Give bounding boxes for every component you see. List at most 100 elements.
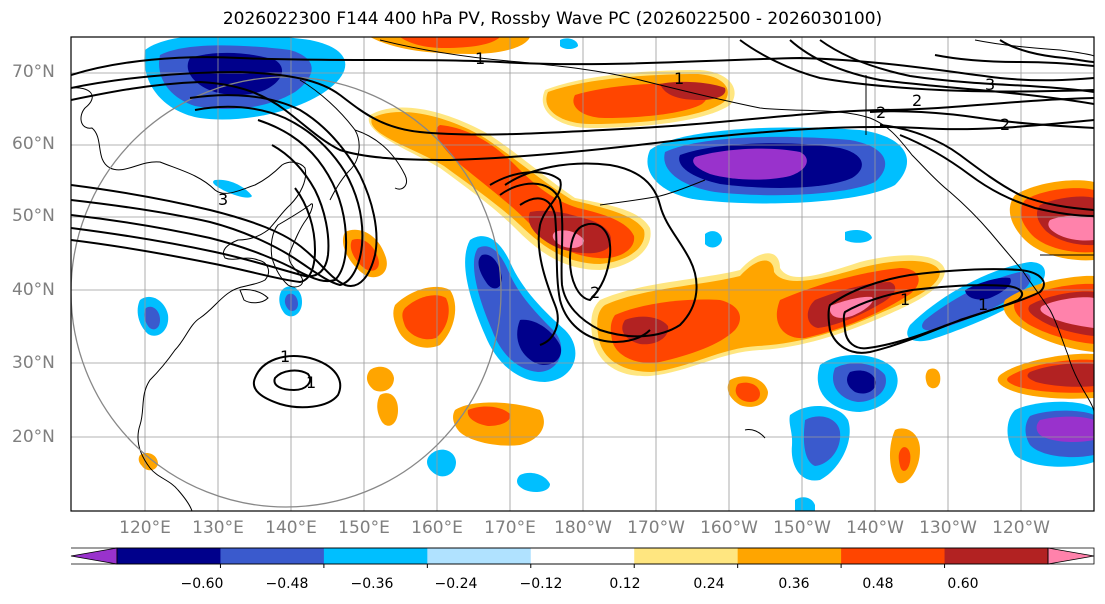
contour-label: 2 <box>590 283 600 302</box>
contour-line <box>899 134 1094 217</box>
colorbar-segment <box>841 548 946 564</box>
lon-label: 160°W <box>700 518 758 538</box>
contour-line <box>869 110 1094 129</box>
contour-label: 2 <box>1000 115 1010 134</box>
contour-label: 3 <box>218 190 228 209</box>
contour-label: 1 <box>306 373 316 392</box>
colorbar <box>70 547 1095 568</box>
contour-line <box>71 119 348 283</box>
contour-label: 1 <box>978 295 988 314</box>
graticule <box>71 37 1094 511</box>
lat-label: 40°N <box>12 280 55 300</box>
contour-label: 1 <box>674 69 684 88</box>
contour-line <box>568 222 612 302</box>
negative-anomaly-subtropical-east <box>789 354 1094 481</box>
pv-contours <box>71 39 1094 409</box>
contour-line <box>934 54 1094 67</box>
contour-line <box>71 70 1094 136</box>
contour-line <box>71 187 317 284</box>
lon-label: 130°E <box>192 518 244 538</box>
contour-line <box>71 105 364 287</box>
lon-label: 130°W <box>919 518 977 538</box>
colorbar-segments <box>70 547 1095 565</box>
coastlines <box>71 39 1094 511</box>
contour-line <box>842 284 1024 350</box>
negative-anomaly-central-pacific <box>465 236 576 382</box>
map-frame <box>70 36 1095 512</box>
colorbar-tick-label: 0.60 <box>947 576 979 592</box>
korea-coastline <box>239 289 269 304</box>
contour-line <box>819 39 1094 93</box>
contour-line <box>252 355 342 409</box>
contour-line <box>999 39 1094 63</box>
aleutian-chain <box>599 179 706 206</box>
positive-anomaly-alaska <box>542 70 735 128</box>
colorbar-extend-min <box>70 547 118 565</box>
contour-label: 1 <box>280 347 290 366</box>
contour-labels: 1 1 2 2 2 3 3 2 1 1 1 1 <box>218 49 1010 392</box>
contour-label: 2 <box>912 91 922 110</box>
colorbar-segment <box>427 548 532 564</box>
contour-label: 1 <box>900 290 910 309</box>
okhotsk-coastline <box>299 79 360 201</box>
range-circle <box>71 76 502 508</box>
contour-line <box>739 39 1094 93</box>
kamchatka-coastline <box>354 129 408 190</box>
colorbar-tick-label: 0.24 <box>693 576 725 592</box>
lon-label: 120°E <box>119 518 171 538</box>
lon-label: 150°W <box>773 518 831 538</box>
arctic-coastline <box>974 39 1094 57</box>
japan-coastline <box>270 203 314 288</box>
contour-line <box>489 171 562 346</box>
colorbar-segment <box>323 548 428 564</box>
north-america-coastline <box>379 39 1094 413</box>
contour-label: 3 <box>985 75 995 94</box>
contour-label: 1 <box>475 49 485 68</box>
lon-label: 170°W <box>627 518 685 538</box>
lon-label: 150°E <box>338 518 390 538</box>
lat-label: 50°N <box>12 206 55 226</box>
positive-anomaly-top-edge <box>370 37 530 54</box>
colorbar-tick-label: 0.36 <box>778 576 810 592</box>
contour-label: 2 <box>876 103 886 122</box>
lon-label: 140°W <box>846 518 904 538</box>
lat-label: 30°N <box>12 353 55 373</box>
asia-coastline <box>71 87 307 511</box>
colorbar-tick-label: −0.12 <box>519 576 563 592</box>
colorbar-tick-label: −0.48 <box>265 576 309 592</box>
hawaii-islands <box>744 429 766 439</box>
lon-label: 120°W <box>992 518 1050 538</box>
contour-line <box>499 162 698 338</box>
colorbar-segment <box>737 548 842 564</box>
contour-line <box>71 56 1094 82</box>
lon-label: 170°E <box>484 518 536 538</box>
contour-line <box>879 124 1094 211</box>
colorbar-tick-label: −0.36 <box>350 576 394 592</box>
colorbar-extend-max <box>1047 547 1095 565</box>
contour-line <box>71 80 1094 162</box>
colorbar-tick-label: 0.12 <box>609 576 641 592</box>
positive-anomaly-subtropical-band <box>591 253 945 377</box>
lon-label: 140°E <box>265 518 317 538</box>
positive-anomaly-east-edge <box>997 180 1094 399</box>
contour-line <box>519 197 651 343</box>
contour-line <box>71 94 378 287</box>
lat-label: 20°N <box>12 427 55 447</box>
colorbar-segment <box>634 548 739 564</box>
colorbar-segment <box>944 548 1049 564</box>
colorbar-tick-label: −0.60 <box>180 576 224 592</box>
negative-anomaly-gulf-of-alaska <box>647 127 908 204</box>
colorbar-segment <box>117 548 221 564</box>
lon-label: 180°W <box>554 518 612 538</box>
lon-label: 160°E <box>411 518 463 538</box>
colorbar-tick-label: −0.24 <box>434 576 478 592</box>
colorbar-segment <box>530 548 635 564</box>
colorbar-tick-label: 0.48 <box>862 576 894 592</box>
colorbar-frame <box>71 547 1095 565</box>
colorbar-tick-marks <box>219 564 946 568</box>
lat-label: 60°N <box>12 134 55 154</box>
contour-line <box>273 369 312 392</box>
map-title: 2026022300 F144 400 hPa PV, Rossby Wave … <box>222 9 883 29</box>
lat-label: 70°N <box>12 62 55 82</box>
contour-line <box>789 39 1094 105</box>
